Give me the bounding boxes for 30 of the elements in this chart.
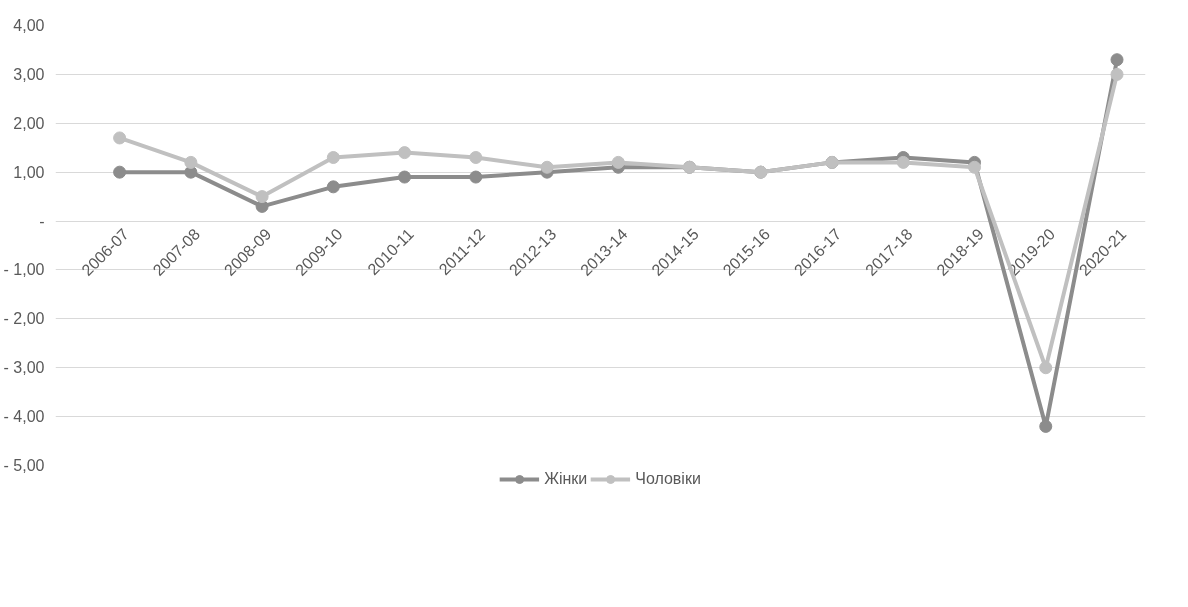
point [540,160,554,174]
point [968,160,982,174]
point [184,155,198,169]
y-tick-label: - 3,00 [3,359,45,377]
y-tick-label: - 5,00 [3,457,45,474]
y-tick-label: - 2,00 [3,310,45,328]
point [469,151,483,164]
point [469,170,483,184]
point [113,165,127,179]
y-tick-label: 3,00 [13,65,45,83]
y-tick-label: 4,00 [13,17,45,34]
point [398,146,412,160]
y-tick-label: - 4,00 [3,408,45,426]
legend-label: Жінки [544,470,588,488]
point [1039,419,1053,433]
y-tick-label: 2,00 [13,114,45,132]
point [1110,53,1124,67]
point [1110,67,1124,81]
point [255,190,269,204]
point [398,170,412,184]
y-tick-label: - 1,00 [3,261,45,279]
point [326,180,340,194]
legend-label: Чоловіки [635,470,701,488]
y-tick-label: 1,00 [13,163,45,181]
y-tick-label: - [39,212,45,230]
point [1039,361,1053,375]
point [611,155,625,169]
point [113,131,127,145]
point [896,155,910,169]
point [326,151,340,164]
